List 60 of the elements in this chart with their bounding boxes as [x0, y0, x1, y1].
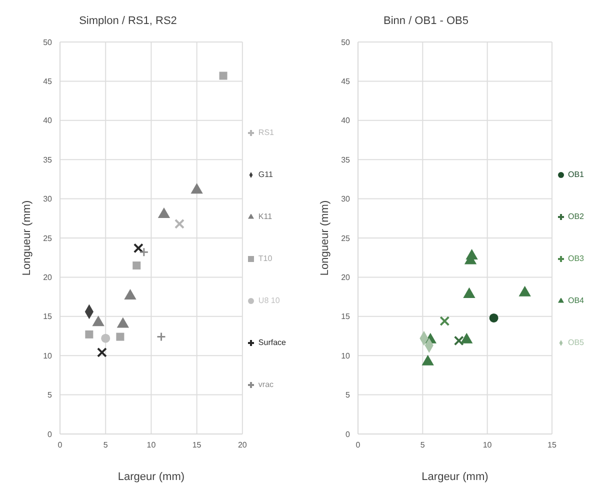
y-tick-label: 40 [43, 116, 53, 126]
y-tick-label: 30 [341, 194, 351, 204]
legend-label: RS1 [258, 128, 274, 137]
point [92, 316, 104, 326]
legend-label: OB3 [568, 254, 584, 263]
x-tick-label: 0 [356, 440, 361, 450]
x-axis-title: Largeur (mm) [118, 471, 185, 483]
y-tick-label: 35 [341, 155, 351, 164]
chart-title: Binn / OB1 - OB5 [382, 14, 470, 29]
legend-label: G11 [258, 170, 273, 179]
x-tick-label: 10 [146, 440, 156, 450]
legend-label: OB5 [568, 338, 584, 347]
y-tick-label: 25 [341, 234, 351, 243]
x-tick-label: 10 [482, 440, 492, 450]
x-tick-label: 0 [58, 440, 63, 450]
legend-label: vrac [258, 380, 274, 389]
point [96, 347, 107, 358]
y-tick-label: 0 [346, 430, 351, 439]
chart-title: Simplon / RS1, RS2 [78, 14, 178, 29]
y-tick-label: 50 [341, 38, 351, 47]
point [101, 334, 110, 343]
legend-label: T10 [258, 254, 272, 263]
x-tick-label: 5 [103, 440, 108, 450]
point [85, 330, 94, 338]
y-tick-label: 50 [43, 38, 53, 47]
y-tick-label: 45 [341, 77, 351, 86]
legend-label: OB4 [568, 296, 584, 305]
y-tick-label: 15 [341, 312, 351, 322]
y-tick-label: 5 [48, 390, 53, 400]
legend-label: OB1 [568, 170, 584, 179]
x-tick-label: 5 [420, 440, 426, 450]
x-tick-label: 15 [548, 440, 557, 450]
y-tick-label: 45 [43, 77, 53, 86]
y-tick-label: 0 [48, 430, 53, 439]
point [139, 247, 149, 257]
y-tick-label: 30 [43, 194, 53, 204]
y-tick-label: 40 [341, 116, 351, 126]
y-axis-title: Longueur (mm) [20, 200, 33, 276]
legend-label: Surface [258, 338, 286, 347]
y-tick-label: 10 [341, 351, 351, 360]
point [132, 261, 141, 270]
legend-label: U8 10 [258, 296, 280, 305]
legend-label: K11 [258, 212, 272, 221]
y-tick-label: 35 [43, 155, 53, 164]
legend-label: OB2 [568, 212, 584, 221]
x-tick-label: 20 [238, 440, 248, 450]
y-tick-label: 5 [346, 390, 351, 400]
x-axis-title: Largeur (mm) [422, 471, 488, 483]
point [116, 332, 124, 341]
point [174, 218, 184, 229]
y-tick-label: 25 [43, 234, 53, 243]
point [133, 243, 144, 254]
x-tick-label: 15 [192, 440, 202, 450]
y-tick-label: 15 [43, 312, 53, 322]
point [219, 72, 228, 80]
y-tick-label: 20 [341, 273, 351, 282]
y-tick-label: 20 [43, 273, 53, 282]
y-tick-label: 10 [43, 351, 53, 360]
y-axis-title: Longueur (mm) [318, 200, 331, 276]
point [156, 332, 166, 342]
